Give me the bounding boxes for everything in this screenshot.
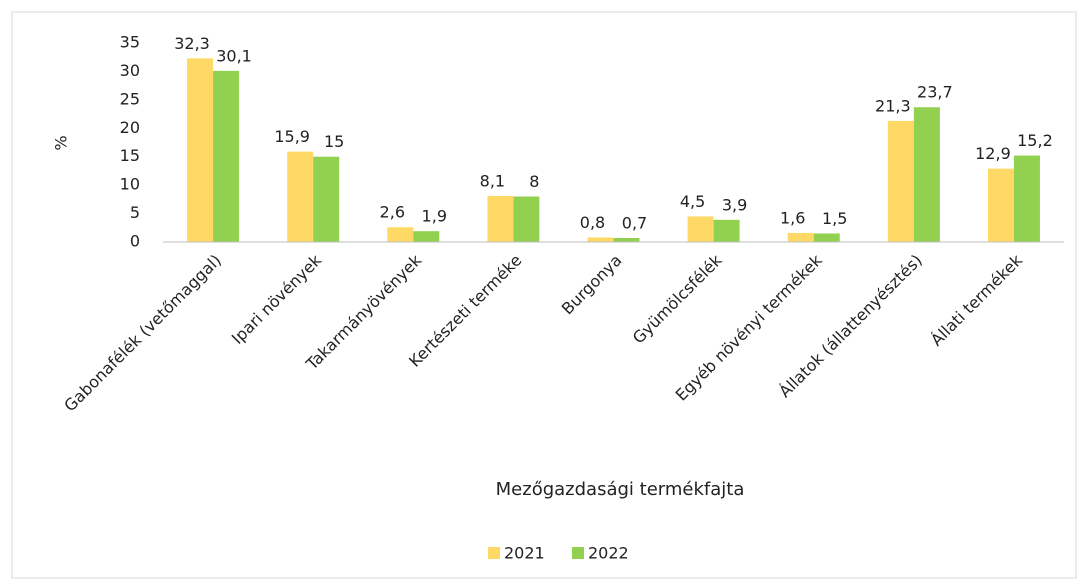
data-label: 15,9 xyxy=(274,127,310,146)
bar xyxy=(513,196,540,242)
y-axis-title: % xyxy=(52,135,71,150)
bar xyxy=(387,227,414,242)
bar xyxy=(813,233,840,242)
data-label: 8,1 xyxy=(480,171,505,190)
legend-swatch xyxy=(488,547,500,559)
bar xyxy=(287,151,314,242)
bar xyxy=(213,70,240,242)
y-tick-label: 5 xyxy=(130,203,140,222)
data-label: 8 xyxy=(529,172,539,191)
bar xyxy=(887,120,914,242)
data-label: 21,3 xyxy=(875,96,911,115)
data-label: 0,8 xyxy=(580,213,605,232)
data-label: 2,6 xyxy=(380,203,405,222)
data-label: 1,5 xyxy=(822,209,847,228)
data-label: 23,7 xyxy=(917,83,953,102)
legend-label: 2022 xyxy=(588,544,629,563)
bar xyxy=(1013,155,1040,242)
bar xyxy=(613,238,640,242)
bar xyxy=(187,58,214,243)
data-label: 1,6 xyxy=(780,208,805,227)
data-label: 15 xyxy=(324,132,344,151)
bar xyxy=(313,156,340,242)
data-label: 30,1 xyxy=(216,46,252,65)
bar xyxy=(587,237,614,242)
legend-label: 2021 xyxy=(504,544,545,563)
bar xyxy=(687,216,714,242)
y-tick-label: 10 xyxy=(120,175,140,194)
data-label: 12,9 xyxy=(975,144,1011,163)
bar xyxy=(413,231,440,242)
bar xyxy=(713,219,740,242)
data-label: 1,9 xyxy=(422,207,447,226)
y-tick-label: 35 xyxy=(120,33,140,52)
y-tick-label: 20 xyxy=(120,118,140,137)
data-label: 32,3 xyxy=(174,34,210,53)
data-label: 3,9 xyxy=(722,195,747,214)
bar xyxy=(487,195,514,242)
data-label: 0,7 xyxy=(622,214,647,233)
data-label: 15,2 xyxy=(1017,131,1053,150)
bar xyxy=(913,107,940,243)
y-tick-label: 0 xyxy=(130,232,140,251)
y-tick-label: 15 xyxy=(120,146,140,165)
legend-swatch xyxy=(572,547,584,559)
bar xyxy=(987,168,1014,242)
bar xyxy=(787,232,814,242)
y-tick-label: 25 xyxy=(120,89,140,108)
data-label: 4,5 xyxy=(680,192,705,211)
x-axis-title: Mezőgazdasági termékfajta xyxy=(496,479,745,500)
y-tick-label: 30 xyxy=(120,61,140,80)
